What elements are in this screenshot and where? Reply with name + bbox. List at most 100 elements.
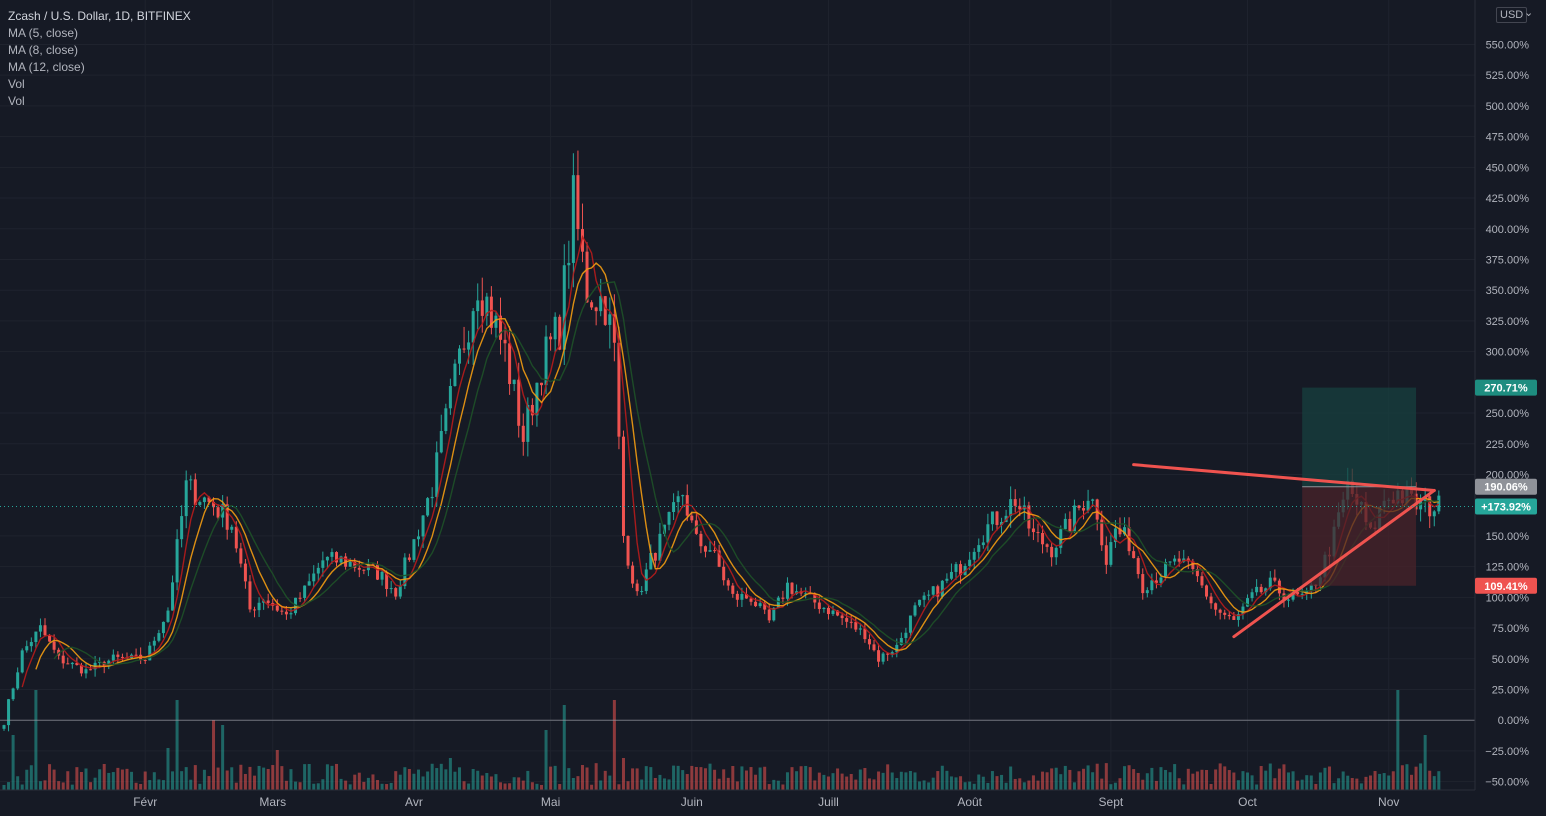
candle xyxy=(744,587,748,599)
volume-bar xyxy=(1364,776,1368,790)
candle-body xyxy=(1168,561,1172,563)
candle-body xyxy=(2,725,6,729)
candle-body xyxy=(685,495,689,516)
candle-body xyxy=(1305,590,1309,594)
candle-body xyxy=(61,655,65,664)
candle-body xyxy=(817,602,821,610)
candle xyxy=(189,475,193,491)
price-tick-label: −50.00% xyxy=(1485,777,1529,789)
candle-body xyxy=(567,262,571,266)
candle-body xyxy=(175,539,179,583)
candle xyxy=(335,551,339,567)
candle xyxy=(867,634,871,650)
candle-body xyxy=(1268,577,1272,589)
volume-bar xyxy=(16,776,20,790)
currency-selector[interactable]: USD xyxy=(1496,7,1528,23)
candle-body xyxy=(29,642,33,647)
volume-bar xyxy=(549,766,553,790)
candle xyxy=(389,581,393,594)
indicator-ma8[interactable]: MA (8, close) xyxy=(8,43,79,57)
indicator-vol-1[interactable]: Vol xyxy=(8,77,25,91)
candle-body xyxy=(608,314,612,325)
volume-bar xyxy=(316,783,320,790)
candle-body xyxy=(562,265,566,350)
candle-body xyxy=(580,229,584,252)
volume-bar xyxy=(790,767,794,790)
candle xyxy=(120,653,124,662)
ma-line-12 xyxy=(53,281,1439,666)
candle-body xyxy=(544,336,548,386)
candle-body xyxy=(1054,547,1058,558)
candle-body xyxy=(1068,518,1072,532)
candle-body xyxy=(594,307,598,312)
volume-bar xyxy=(321,779,325,790)
candle-body xyxy=(248,581,252,610)
candle-body xyxy=(681,495,685,497)
volume-bar xyxy=(872,779,876,790)
candle xyxy=(590,300,594,310)
candle-body xyxy=(380,571,384,580)
candle xyxy=(544,325,548,395)
candle-body xyxy=(212,501,216,508)
candle-body xyxy=(690,515,694,521)
candle xyxy=(25,640,29,653)
candle-body xyxy=(667,512,671,525)
candle xyxy=(1132,546,1136,559)
volume-bar xyxy=(79,771,83,790)
volume-bar xyxy=(1127,765,1131,790)
candle-body xyxy=(462,348,466,350)
candle xyxy=(621,430,625,543)
candle xyxy=(685,484,689,522)
candle-body xyxy=(908,615,912,633)
volume-bar xyxy=(503,783,507,790)
price-axis-bg xyxy=(1475,0,1546,816)
candle-body xyxy=(576,175,580,230)
volume-bar xyxy=(193,765,197,790)
symbol-title[interactable]: Zcash / U.S. Dollar, 1D, BITFINEX xyxy=(8,9,191,23)
candle-body xyxy=(161,621,165,634)
volume-bar xyxy=(754,774,758,790)
volume-bar xyxy=(963,782,967,790)
candle xyxy=(608,297,612,349)
candle-body xyxy=(325,556,329,561)
volume-bar xyxy=(180,771,184,790)
volume-bar xyxy=(644,766,648,790)
candle-body xyxy=(1018,505,1022,510)
candle-body xyxy=(1205,585,1209,597)
indicator-ma5[interactable]: MA (5, close) xyxy=(8,26,79,40)
volume-bar xyxy=(303,764,307,790)
candle-body xyxy=(1041,533,1045,545)
candle xyxy=(599,278,603,317)
indicator-ma12[interactable]: MA (12, close) xyxy=(8,60,85,74)
volume-bar xyxy=(1373,771,1377,790)
candle-body xyxy=(813,593,817,603)
candle xyxy=(298,592,302,603)
candle-body xyxy=(444,408,448,432)
indicator-vol-2[interactable]: Vol xyxy=(8,94,25,108)
candle-body xyxy=(166,610,170,622)
candle-body xyxy=(918,599,922,606)
candle-body xyxy=(134,654,138,656)
candle xyxy=(325,556,329,568)
candle xyxy=(462,326,466,354)
candle xyxy=(193,473,197,505)
currency-caret-icon[interactable]: ⌄ xyxy=(1524,7,1534,19)
candle xyxy=(672,493,676,521)
volume-bar xyxy=(1095,763,1099,790)
candle-body xyxy=(726,580,730,586)
volume-bar xyxy=(57,781,61,790)
volume-bar xyxy=(1104,763,1108,790)
candle-body xyxy=(202,497,206,503)
volume-bar xyxy=(1282,764,1286,790)
candle-body xyxy=(289,613,293,615)
candle-body xyxy=(517,379,521,426)
candle xyxy=(995,510,999,531)
volume-bar xyxy=(353,774,357,790)
volume-bar xyxy=(640,779,644,790)
volume-bar xyxy=(1186,768,1190,790)
candle xyxy=(549,333,553,351)
candle xyxy=(981,535,985,549)
candle xyxy=(225,496,229,540)
price-tick-label: 350.00% xyxy=(1486,285,1530,297)
